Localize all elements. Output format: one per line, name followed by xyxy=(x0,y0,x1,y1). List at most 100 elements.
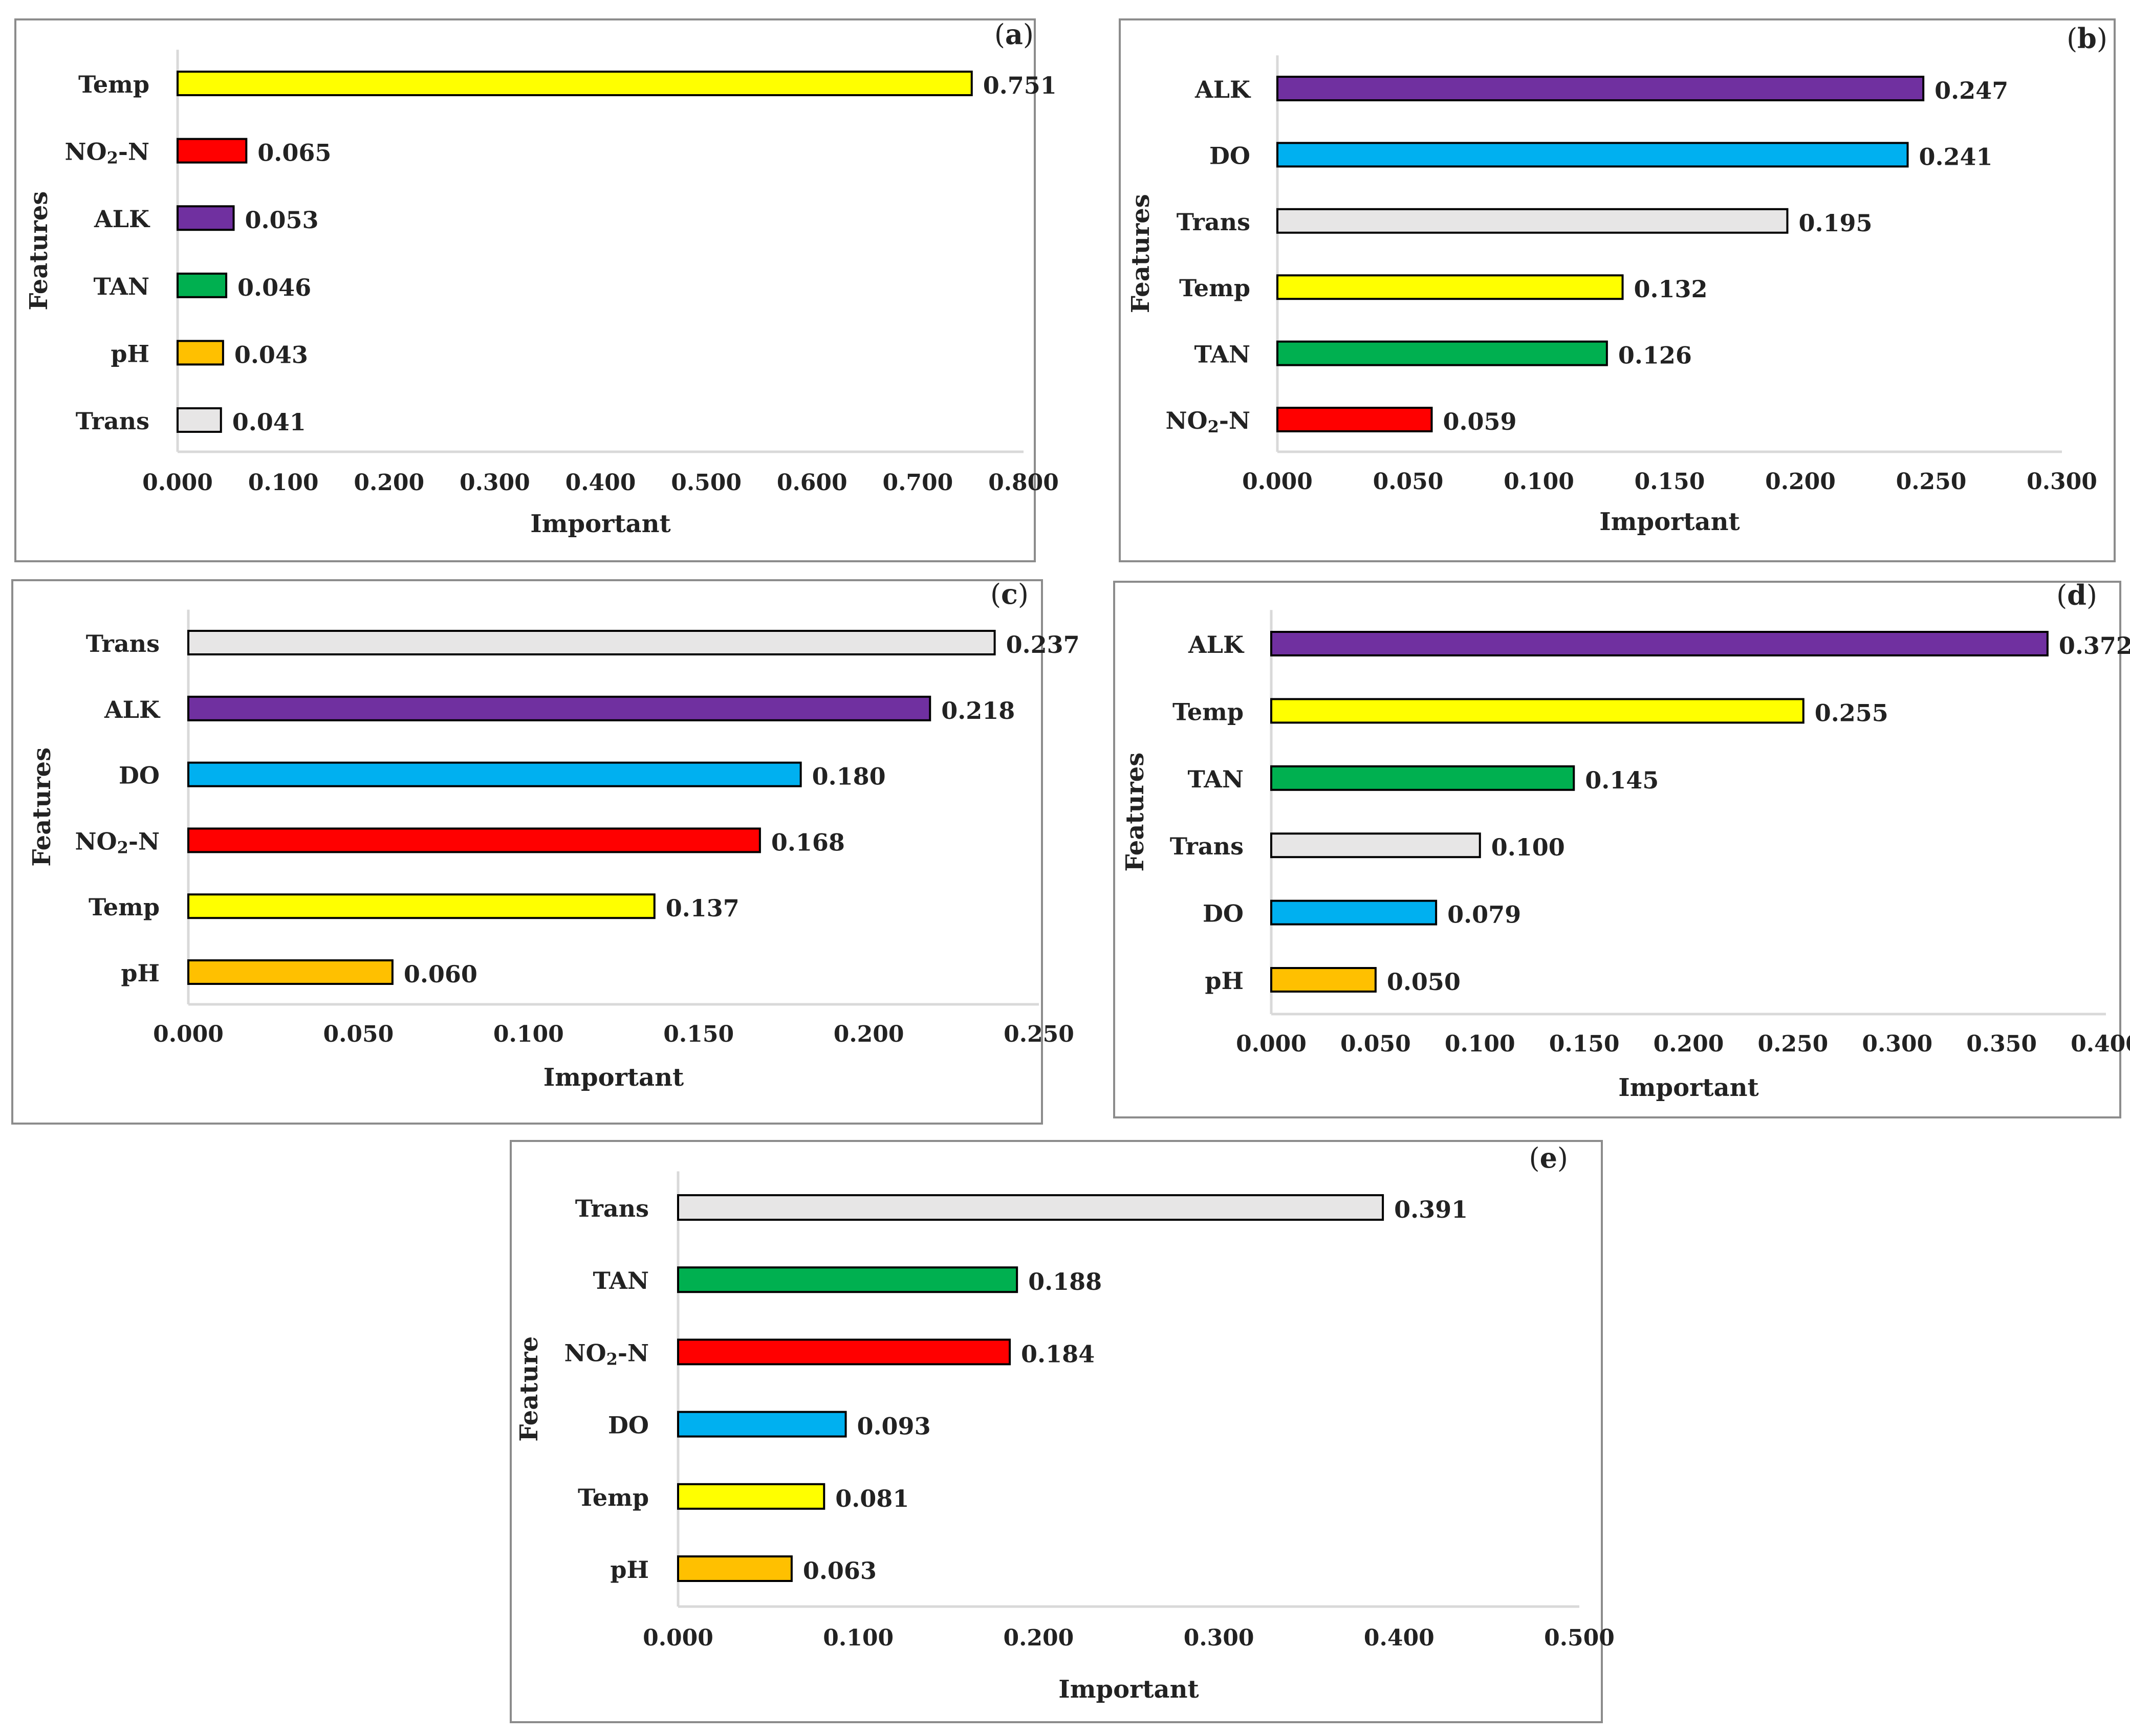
bar-trans xyxy=(1276,208,1789,234)
category-label-alk: ALK xyxy=(1188,631,1245,658)
x-tick-label: 0.150 xyxy=(1635,469,1705,495)
bar-do xyxy=(1276,142,1909,168)
bar-tan xyxy=(177,272,228,298)
x-tick-label: 0.800 xyxy=(988,470,1059,496)
value-label: 0.372 xyxy=(2059,632,2130,660)
x-axis-title: Important xyxy=(544,1063,684,1092)
x-tick-label: 0.400 xyxy=(1364,1625,1435,1651)
x-axis-title: Important xyxy=(1618,1073,1758,1102)
category-label-trans: Trans xyxy=(1177,208,1250,236)
value-label: 0.126 xyxy=(1618,342,1692,369)
bar-trans xyxy=(1270,832,1481,859)
category-label-tan: TAN xyxy=(593,1267,649,1294)
category-label-trans: Trans xyxy=(76,407,149,435)
bar-trans xyxy=(187,630,996,655)
value-label: 0.255 xyxy=(1815,699,1888,727)
bar-trans xyxy=(177,407,222,433)
value-label: 0.063 xyxy=(803,1557,877,1585)
category-label-do: DO xyxy=(608,1412,649,1439)
x-axis-title: Important xyxy=(1058,1675,1199,1704)
bar-temp xyxy=(1276,274,1624,300)
x-axis-title: Important xyxy=(530,510,670,538)
category-label-ph: pH xyxy=(610,1556,649,1584)
value-label: 0.195 xyxy=(1798,209,1872,237)
bar-temp xyxy=(177,71,973,96)
value-label: 0.241 xyxy=(1919,143,1993,170)
panel-letter: (e) xyxy=(1529,1141,1568,1174)
category-label-no2-n: NO2-N xyxy=(64,138,149,168)
value-label: 0.046 xyxy=(237,274,311,301)
chart-panel-c: Trans 0.237 ALK 0.218 DO 0.180 NO2-N 0.168 Temp 0… xyxy=(11,578,1080,1125)
chart-panel-e: Trans 0.391 TAN 0.188 NO2-N 0.184 DO 0.093 Temp 0… xyxy=(510,1140,1615,1723)
category-label-do: DO xyxy=(1203,900,1244,928)
x-tick-label: 0.200 xyxy=(1654,1031,1724,1057)
bar-trans xyxy=(677,1194,1384,1221)
x-tick-label: 0.000 xyxy=(142,470,213,496)
value-label: 0.137 xyxy=(666,894,740,922)
bar-no2-n xyxy=(677,1338,1011,1366)
x-tick-label: 0.000 xyxy=(1242,469,1313,495)
x-tick-label: 0.200 xyxy=(1004,1625,1074,1651)
bar-no2-n xyxy=(187,827,761,853)
category-label-no2-n: NO2-N xyxy=(564,1339,649,1369)
x-tick-label: 0.050 xyxy=(323,1021,394,1047)
x-axis-title: Important xyxy=(1599,508,1740,536)
x-tick-label: 0.400 xyxy=(2071,1031,2130,1057)
bar-alk xyxy=(1270,631,2049,656)
x-tick-label: 0.150 xyxy=(1549,1031,1620,1057)
x-tick-label: 0.300 xyxy=(2027,469,2097,495)
category-label-tan: TAN xyxy=(94,273,149,300)
y-axis-title: Features xyxy=(28,748,56,867)
value-label: 0.059 xyxy=(1443,408,1516,435)
x-tick-label: 0.300 xyxy=(460,470,530,496)
bar-do xyxy=(1270,899,1438,926)
bar-temp xyxy=(187,893,656,919)
bar-alk xyxy=(1276,76,1925,101)
value-label: 0.132 xyxy=(1634,275,1708,303)
value-label: 0.041 xyxy=(232,408,306,436)
x-tick-label: 0.100 xyxy=(823,1625,894,1651)
category-label-alk: ALK xyxy=(94,205,150,233)
value-label: 0.053 xyxy=(245,206,319,234)
x-tick-label: 0.100 xyxy=(1504,469,1574,495)
x-tick-label: 0.000 xyxy=(153,1021,224,1047)
category-label-temp: Temp xyxy=(1172,698,1244,726)
chart-panel-b: ALK 0.247 DO 0.241 Trans 0.195 Temp 0.132 TAN 0.1… xyxy=(1119,18,2116,562)
bar-temp xyxy=(1270,698,1805,724)
x-tick-label: 0.000 xyxy=(643,1625,713,1651)
x-tick-label: 0.200 xyxy=(834,1021,904,1047)
value-label: 0.751 xyxy=(983,72,1057,99)
category-label-do: DO xyxy=(1209,142,1250,169)
category-label-ph: pH xyxy=(111,340,149,367)
x-tick-label: 0.100 xyxy=(493,1021,564,1047)
bar-ph xyxy=(1270,967,1377,993)
category-label-trans: Trans xyxy=(1170,832,1244,860)
value-label: 0.043 xyxy=(234,341,308,368)
category-label-trans: Trans xyxy=(86,630,160,657)
category-label-do: DO xyxy=(119,762,160,789)
x-tick-label: 0.300 xyxy=(1862,1031,1932,1057)
x-tick-label: 0.250 xyxy=(1896,469,1967,495)
value-label: 0.218 xyxy=(941,697,1015,724)
bar-do xyxy=(187,761,802,787)
x-tick-label: 0.100 xyxy=(1445,1031,1515,1057)
x-tick-label: 0.200 xyxy=(354,470,424,496)
x-tick-label: 0.400 xyxy=(566,470,636,496)
x-tick-label: 0.100 xyxy=(248,470,319,496)
value-label: 0.247 xyxy=(1935,77,2008,104)
bar-do xyxy=(677,1411,847,1438)
x-tick-label: 0.050 xyxy=(1340,1031,1411,1057)
panel-letter: (d) xyxy=(2056,579,2097,611)
category-label-alk: ALK xyxy=(104,696,161,723)
bar-no2-n xyxy=(1276,407,1433,432)
value-label: 0.079 xyxy=(1447,901,1521,929)
panel-letter: (a) xyxy=(994,18,1034,51)
x-tick-label: 0.250 xyxy=(1004,1021,1074,1047)
bar-alk xyxy=(187,695,931,721)
panel-letter: (c) xyxy=(990,578,1029,610)
value-label: 0.050 xyxy=(1387,968,1461,996)
category-label-ph: pH xyxy=(1205,967,1244,995)
bar-ph xyxy=(677,1555,793,1582)
chart-panel-a: Temp 0.751 NO2-N 0.065 ALK 0.053 TAN 0.046 pH 0.0… xyxy=(14,18,1059,562)
